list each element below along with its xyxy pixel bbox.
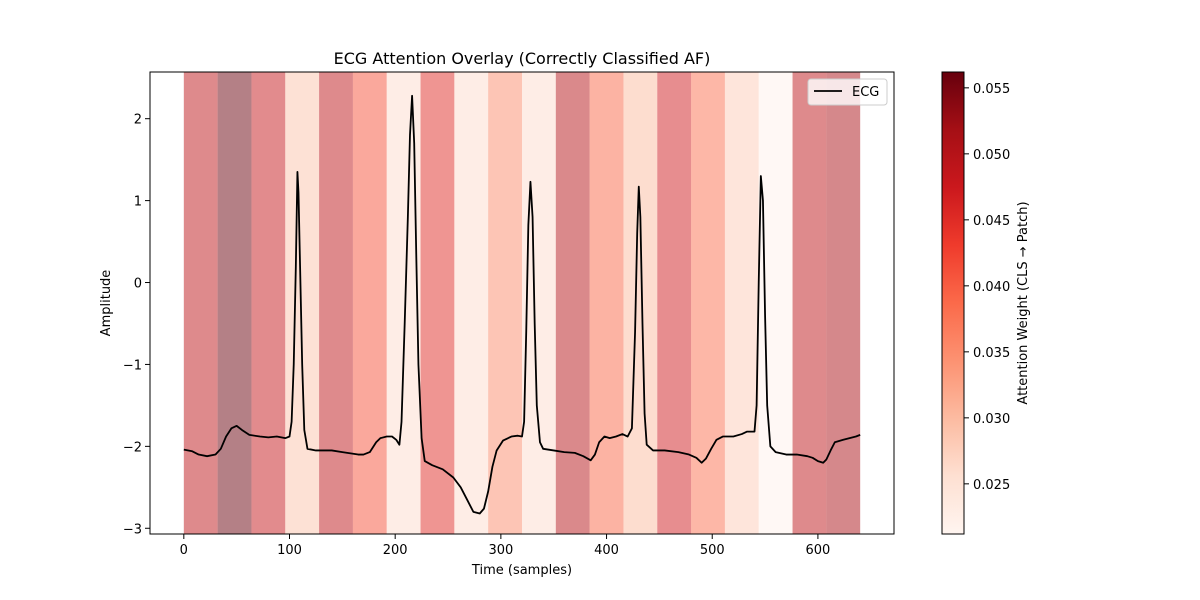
attention-patch [217,72,252,534]
y-tick-label: 0 [134,277,142,292]
plot-frame [149,71,895,535]
attention-patch [319,72,353,534]
x-axis-label: Time (samples) [471,563,572,578]
colorbar-tick-label: 0.045 [973,214,1010,229]
colorbar-tick-label: 0.040 [973,280,1010,295]
attention-patch [183,72,218,534]
attention-patch [488,72,522,534]
x-tick-label: 100 [277,543,302,558]
legend: ECG [807,78,888,106]
attention-patch [589,72,624,534]
y-tick-label: 1 [134,195,142,210]
attention-patch [555,72,590,534]
y-tick-label: −1 [123,358,142,373]
colorbar [941,71,965,535]
legend-label-ecg: ECG [852,85,879,100]
attention-patch [420,72,455,534]
x-tick-label: 0 [180,543,188,558]
chart-title: ECG Attention Overlay (Correctly Classif… [334,49,711,68]
x-tick-label: 500 [700,543,725,558]
attention-patch [285,72,320,534]
attention-patch [386,72,421,534]
colorbar-tick-label: 0.055 [973,82,1010,97]
attention-patch [251,72,286,534]
attention-patch [758,72,793,534]
legend-box [807,78,888,106]
y-tick-label: 2 [134,113,142,128]
x-tick-label: 400 [594,543,619,558]
ecg-line [183,94,861,515]
y-axis-ticks: −3 −2 −1 0 1 2 [123,113,150,537]
ecg-series [183,94,861,515]
attention-patch [657,72,692,534]
x-axis-ticks: 0 100 200 300 400 500 600 [180,534,830,558]
attention-patch [454,72,489,534]
attention-patch [792,72,827,534]
attention-patch [826,72,861,534]
y-tick-label: −3 [123,522,142,537]
y-axis-label: Amplitude [99,270,114,337]
colorbar-ticks: 0.025 0.030 0.035 0.040 0.045 0.050 0.055 [964,82,1010,493]
attention-patches [183,72,861,534]
x-tick-label: 600 [805,543,830,558]
colorbar-tick-label: 0.035 [973,346,1010,361]
attention-patch [691,72,725,534]
attention-patch [623,72,658,534]
y-tick-label: −2 [123,440,142,455]
colorbar-tick-label: 0.050 [973,148,1010,163]
attention-patch [724,72,759,534]
colorbar-label: Attention Weight (CLS → Patch) [1016,201,1031,404]
attention-patch [352,72,387,534]
colorbar-tick-label: 0.025 [973,478,1010,493]
x-tick-label: 200 [383,543,408,558]
x-tick-label: 300 [488,543,513,558]
colorbar-tick-label: 0.030 [973,412,1010,427]
